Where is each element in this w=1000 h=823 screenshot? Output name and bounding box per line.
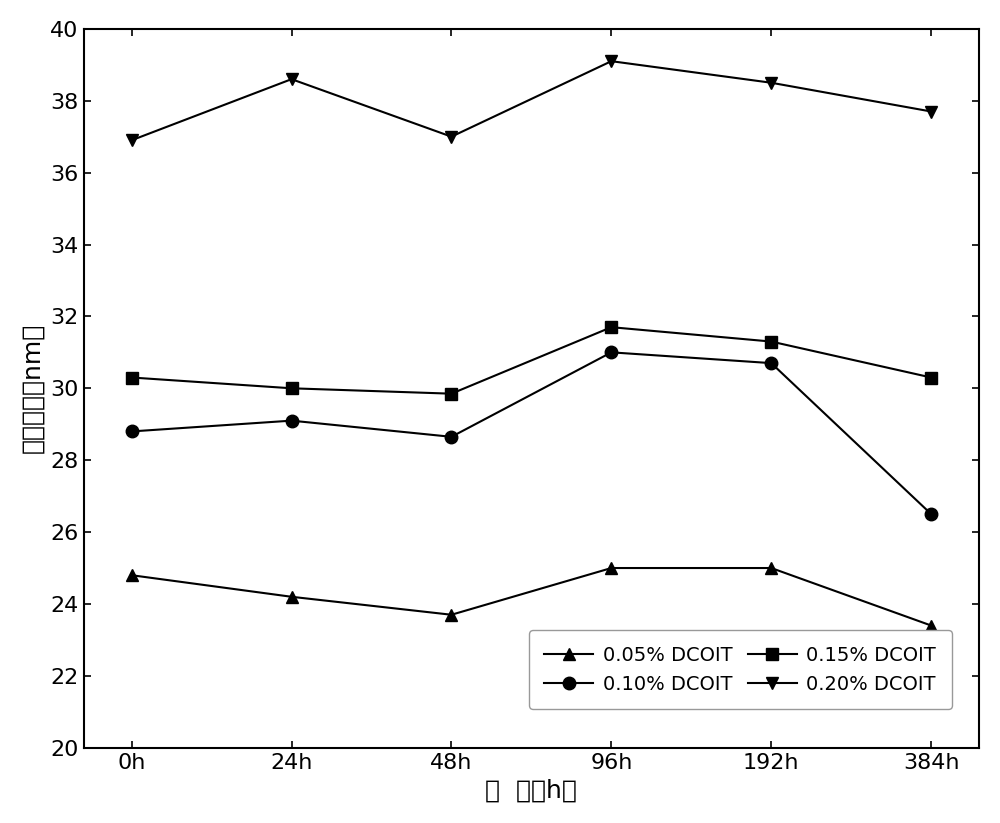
0.10% DCOIT xyxy=(925,509,937,519)
Line: 0.20% DCOIT: 0.20% DCOIT xyxy=(125,55,937,146)
0.05% DCOIT xyxy=(605,563,617,573)
0.05% DCOIT xyxy=(126,570,138,580)
0.20% DCOIT xyxy=(286,74,298,84)
0.15% DCOIT xyxy=(126,373,138,383)
0.05% DCOIT xyxy=(286,592,298,602)
0.15% DCOIT xyxy=(286,384,298,393)
Line: 0.10% DCOIT: 0.10% DCOIT xyxy=(125,346,937,520)
0.10% DCOIT xyxy=(605,347,617,357)
0.15% DCOIT xyxy=(605,323,617,332)
0.05% DCOIT xyxy=(445,610,457,620)
0.20% DCOIT xyxy=(605,56,617,66)
0.05% DCOIT xyxy=(925,621,937,630)
Line: 0.05% DCOIT: 0.05% DCOIT xyxy=(125,562,937,632)
0.05% DCOIT xyxy=(765,563,777,573)
0.15% DCOIT xyxy=(925,373,937,383)
0.20% DCOIT xyxy=(765,78,777,88)
Line: 0.15% DCOIT: 0.15% DCOIT xyxy=(125,321,937,400)
0.20% DCOIT xyxy=(925,106,937,116)
Legend: 0.05% DCOIT, 0.10% DCOIT, 0.15% DCOIT, 0.20% DCOIT: 0.05% DCOIT, 0.10% DCOIT, 0.15% DCOIT, 0… xyxy=(529,630,952,709)
Y-axis label: 平均粒径（nm）: 平均粒径（nm） xyxy=(21,323,45,453)
0.20% DCOIT xyxy=(445,132,457,142)
0.15% DCOIT xyxy=(765,337,777,346)
0.10% DCOIT xyxy=(286,416,298,425)
0.15% DCOIT xyxy=(445,388,457,398)
0.20% DCOIT xyxy=(126,135,138,145)
0.10% DCOIT xyxy=(445,432,457,442)
0.10% DCOIT xyxy=(765,358,777,368)
0.10% DCOIT xyxy=(126,426,138,436)
X-axis label: 时  间（h）: 时 间（h） xyxy=(485,779,577,802)
